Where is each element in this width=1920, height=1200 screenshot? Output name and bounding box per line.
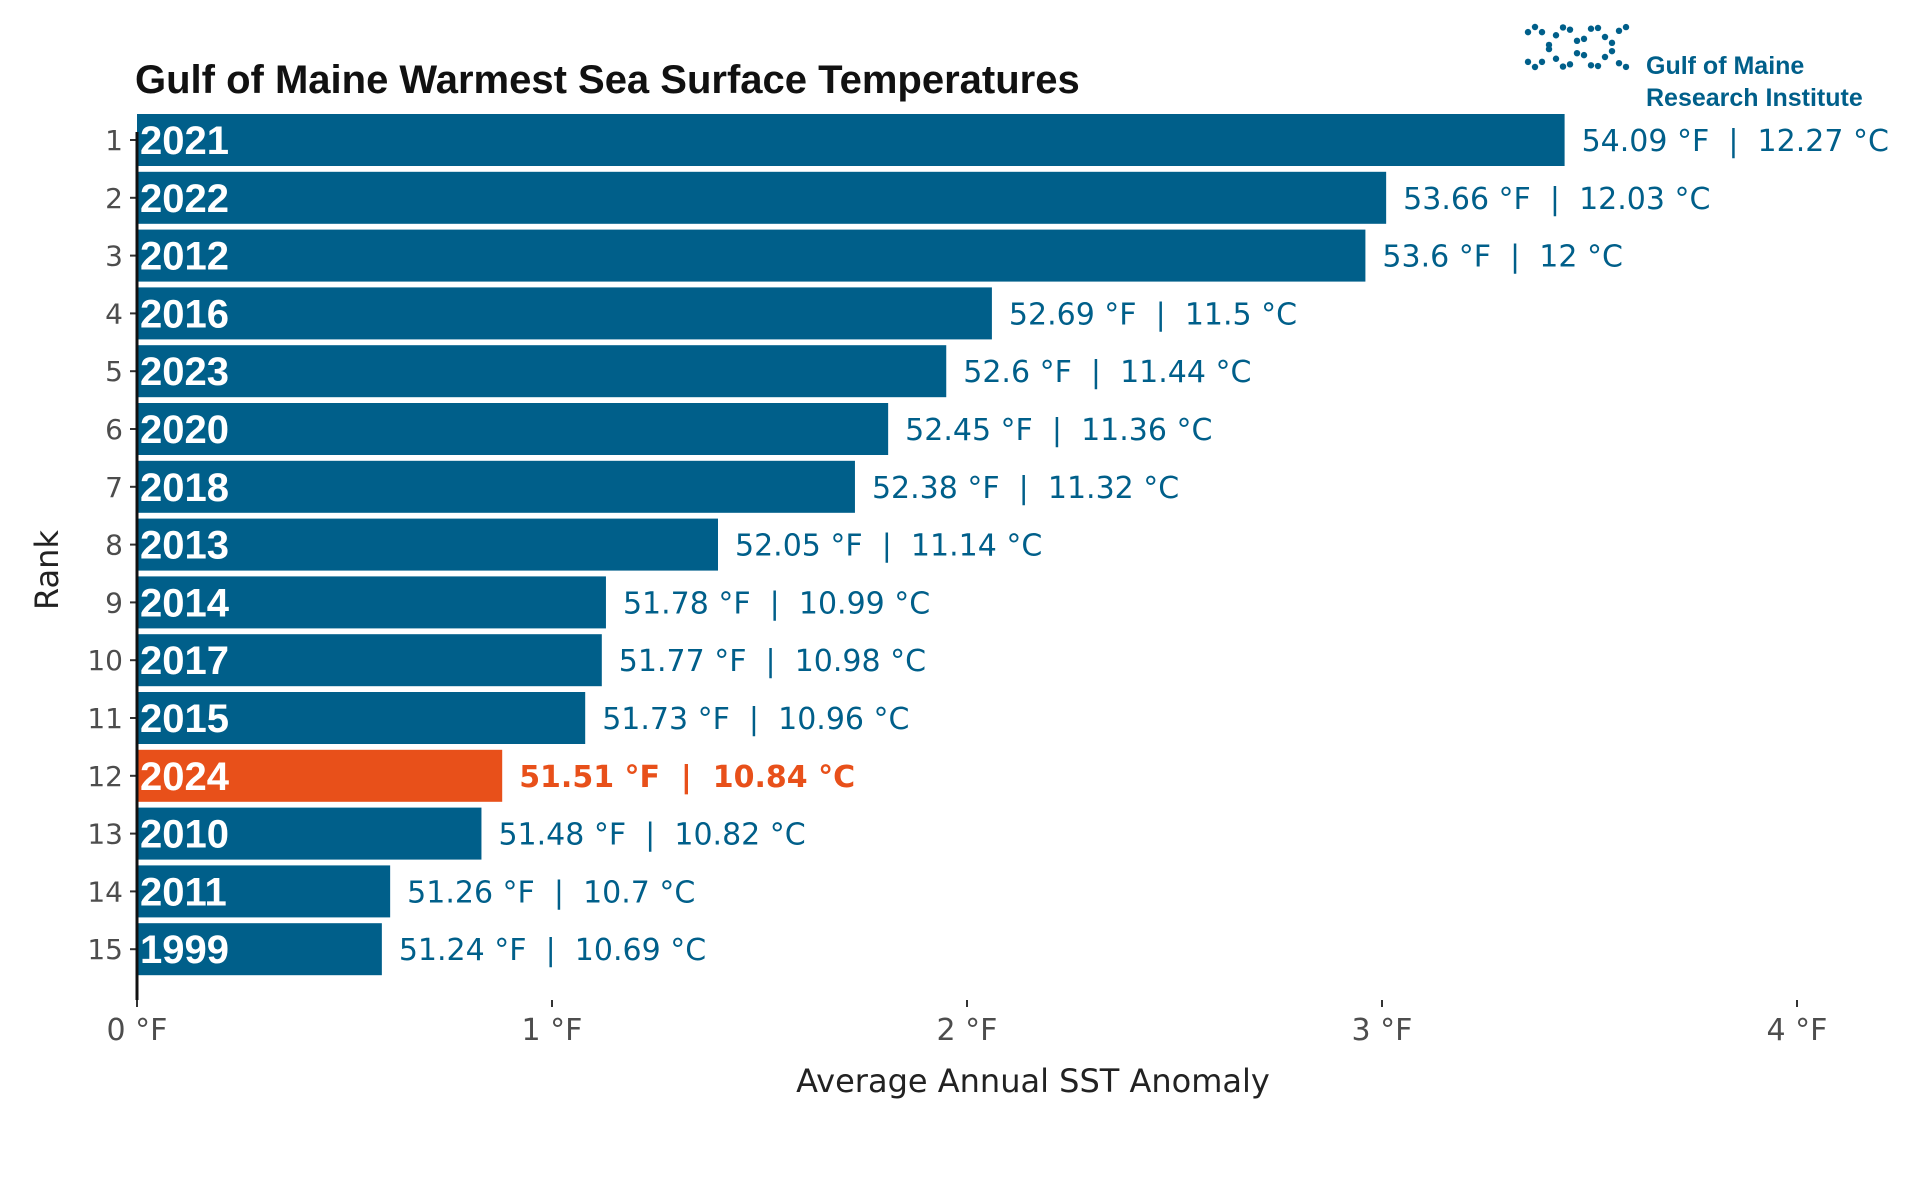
bar-2012 [137,229,1366,282]
logo: Gulf of Maine Research Institute [1520,12,1900,122]
bars-layer: 2021 54.09 °F | 12.27 °C 2022 53.66 °F | 12… [137,114,1889,976]
bar-value-label: 51.26 °F | 10.7 °C [407,875,695,910]
bar-2021 [137,114,1565,166]
bar-year-label: 2017 [140,639,229,683]
bar-2023 [137,345,947,398]
bar-year-label: 2020 [140,408,229,452]
rank-label: 9 [105,586,123,619]
dotted-wave-icon [1524,23,1630,71]
rank-label: 1 [105,124,123,157]
rank-label: 11 [87,702,123,735]
bar-1999 [137,923,382,976]
bar-value-label: 51.48 °F | 10.82 °C [498,818,805,853]
x-tick-label: 2 °F [937,1013,998,1048]
y-axis-title: Rank [28,530,66,610]
bar-year-label: 2012 [140,235,229,279]
x-axis-title: Average Annual SST Anomaly [796,1062,1270,1100]
bar-year-label: 2023 [140,350,229,394]
bar-year-label: 2014 [140,581,230,625]
rank-label: 13 [87,818,123,851]
rank-label: 5 [105,355,123,388]
bar-value-label: 54.09 °F | 12.27 °C [1582,124,1889,159]
x-tick-label: 1 °F [522,1013,583,1048]
bar-value-label: 51.24 °F | 10.69 °C [399,933,706,968]
bar-value-label: 51.77 °F | 10.98 °C [619,644,926,679]
bar-2014 [137,576,606,629]
bar-value-label: 52.45 °F | 11.36 °C [905,413,1212,448]
x-tick-label: 0 °F [107,1013,168,1048]
bar-2016 [137,287,992,340]
bar-2024 [137,749,503,802]
bar-value-label: 52.38 °F | 11.32 °C [872,471,1179,506]
bar-year-label: 2024 [140,755,230,799]
bar-year-label: 2015 [140,697,229,741]
bar-year-label: 2021 [140,119,229,163]
bar-2010 [137,807,482,860]
bar-2015 [137,692,586,744]
rank-label: 7 [105,471,123,504]
bar-year-label: 2016 [140,292,229,336]
bar-value-label: 53.66 °F | 12.03 °C [1403,182,1710,217]
bar-value-label: 52.6 °F | 11.44 °C [963,355,1251,390]
bar-2020 [137,403,889,455]
bar-2011 [137,865,391,918]
rank-label: 12 [87,760,123,793]
bar-year-label: 2013 [140,524,229,568]
x-tick-label: 3 °F [1352,1013,1413,1048]
rank-label: 3 [105,240,123,273]
bar-value-label: 51.51 °F | 10.84 °C [519,760,855,795]
bar-year-label: 1999 [140,928,229,972]
chart-title: Gulf of Maine Warmest Sea Surface Temper… [135,58,1080,102]
logo-line-2: Research Institute [1646,84,1863,112]
bar-value-label: 51.78 °F | 10.99 °C [623,586,930,621]
bar-2013 [137,518,718,571]
rank-label: 14 [87,875,123,908]
bar-year-label: 2010 [140,813,229,857]
rank-label: 2 [105,182,123,215]
bar-year-label: 2011 [140,870,227,914]
bar-2018 [137,460,855,513]
bar-value-label: 53.6 °F | 12 °C [1382,240,1623,275]
rank-label: 15 [87,933,123,966]
rank-label: 8 [105,529,123,562]
bar-year-label: 2022 [140,177,229,221]
bar-value-label: 51.73 °F | 10.96 °C [602,702,909,737]
bar-2022 [137,171,1387,224]
bar-value-label: 52.69 °F | 11.5 °C [1009,297,1297,332]
bar-2017 [137,634,602,687]
bar-value-label: 52.05 °F | 11.14 °C [735,529,1042,564]
rank-label: 10 [87,644,123,677]
x-tick-label: 4 °F [1767,1013,1828,1048]
rank-label: 6 [105,413,123,446]
rank-label: 4 [105,297,123,330]
logo-line-1: Gulf of Maine [1646,52,1805,80]
bar-year-label: 2018 [140,466,229,510]
